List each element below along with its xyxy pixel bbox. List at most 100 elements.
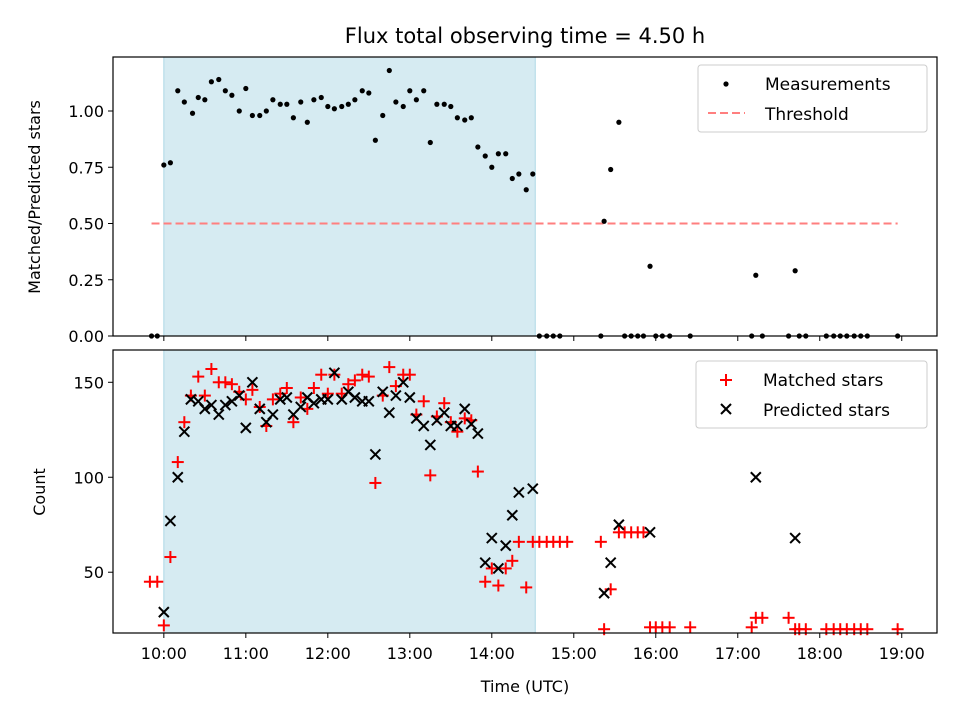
predicted-point bbox=[479, 557, 491, 569]
predicted-point bbox=[613, 519, 625, 531]
measurement-point bbox=[202, 97, 208, 103]
measurement-point bbox=[400, 103, 406, 110]
matched-point bbox=[637, 526, 650, 539]
bottom-y-tick-label: 150 bbox=[73, 373, 104, 392]
top-y-tick-label: 0.75 bbox=[68, 158, 104, 177]
matched-point bbox=[782, 611, 795, 624]
predicted-point bbox=[404, 391, 416, 404]
legend-measurements-label: Measurements bbox=[765, 75, 891, 95]
measurement-point bbox=[222, 88, 228, 94]
matched-point bbox=[280, 381, 293, 394]
matched-point bbox=[321, 387, 334, 400]
matched-point bbox=[438, 397, 451, 410]
top-panel: 0.00 0.25 0.50 0.75 1.00 Matched/Predicted s… bbox=[25, 56, 938, 346]
predicted-point bbox=[205, 399, 218, 411]
measurement-point bbox=[475, 144, 481, 150]
measurement-point bbox=[236, 108, 242, 114]
measurement-point bbox=[325, 103, 331, 110]
matched-point bbox=[403, 368, 416, 381]
predicted-point bbox=[172, 471, 184, 483]
predicted-point bbox=[527, 482, 539, 495]
measurement-point bbox=[304, 119, 310, 125]
measurement-point bbox=[386, 67, 392, 74]
measurement-point bbox=[161, 162, 167, 168]
matched-point bbox=[307, 381, 320, 394]
matched-point bbox=[266, 393, 279, 406]
observing-window-span bbox=[163, 56, 536, 337]
measurement-point bbox=[413, 97, 419, 103]
measurement-point bbox=[530, 171, 536, 177]
x-tick-label: 19:00 bbox=[879, 644, 925, 663]
predicted-point bbox=[397, 376, 409, 388]
matched-point bbox=[246, 383, 259, 396]
bottom-legend-box bbox=[695, 360, 928, 429]
measurement-point bbox=[608, 166, 614, 173]
predicted-point bbox=[383, 406, 396, 419]
matched-point bbox=[225, 378, 238, 391]
predicted-point bbox=[213, 408, 225, 421]
measurement-point bbox=[523, 187, 529, 193]
x-tick-label: 13:00 bbox=[387, 644, 433, 663]
top-y-axis-label: Matched/Predicted stars bbox=[25, 100, 44, 294]
predicted-point bbox=[295, 401, 307, 413]
predicted-point bbox=[438, 406, 450, 419]
measurement-point bbox=[331, 106, 337, 112]
measurement-point bbox=[601, 218, 607, 224]
predicted-point bbox=[363, 395, 375, 407]
measurement-point bbox=[229, 92, 235, 98]
matched-point bbox=[492, 579, 505, 592]
measurement-point bbox=[482, 153, 488, 159]
matched-point bbox=[178, 416, 191, 429]
measurement-point bbox=[421, 88, 427, 94]
predicted-point bbox=[226, 395, 238, 407]
bottom-y-axis-label: Count bbox=[30, 468, 49, 516]
measurement-point bbox=[380, 112, 386, 119]
x-tick-label: 11:00 bbox=[223, 644, 269, 663]
measurement-point bbox=[516, 171, 522, 177]
predicted-point bbox=[308, 397, 320, 409]
x-axis-label: Time (UTC) bbox=[480, 677, 569, 696]
matched-point bbox=[684, 621, 697, 634]
matched-point bbox=[192, 370, 205, 383]
predicted-point bbox=[418, 420, 430, 432]
matched-point bbox=[417, 395, 430, 408]
predicted-point bbox=[451, 420, 464, 432]
top-legend-box bbox=[697, 64, 928, 133]
matched-point bbox=[756, 611, 769, 624]
matched-point bbox=[383, 361, 396, 374]
x-tick-label: 10:00 bbox=[141, 644, 187, 663]
matched-point bbox=[604, 583, 617, 596]
matched-point bbox=[479, 575, 492, 588]
matched-point bbox=[157, 619, 170, 632]
matched-point bbox=[164, 551, 177, 564]
legend-predicted-label: Predicted stars bbox=[763, 401, 890, 421]
predicted-point bbox=[459, 403, 471, 415]
measurement-point bbox=[616, 119, 622, 125]
predicted-point bbox=[158, 606, 170, 618]
predicted-point bbox=[377, 386, 389, 398]
measurement-point bbox=[311, 97, 317, 103]
measurement-point bbox=[427, 139, 433, 146]
legend-predicted-marker bbox=[720, 403, 732, 415]
x-tick-label: 12:00 bbox=[305, 644, 351, 663]
measurement-point bbox=[167, 160, 173, 166]
matched-point bbox=[506, 554, 519, 567]
predicted-point bbox=[506, 509, 518, 521]
predicted-point bbox=[424, 439, 437, 451]
measurement-point bbox=[257, 112, 263, 119]
matched-point bbox=[369, 476, 382, 489]
predicted-point bbox=[164, 515, 177, 527]
measurement-point bbox=[318, 94, 324, 101]
top-y-tick-label: 0.00 bbox=[68, 327, 104, 346]
matched-point bbox=[205, 362, 218, 375]
matched-point bbox=[253, 400, 266, 413]
x-tick-label: 17:00 bbox=[715, 644, 761, 663]
measurement-point bbox=[175, 88, 181, 94]
bottom-y-tick-label: 100 bbox=[73, 468, 104, 487]
x-tick-label: 16:00 bbox=[633, 644, 679, 663]
predicted-point bbox=[267, 408, 279, 421]
measurement-point bbox=[468, 115, 474, 121]
measurement-point bbox=[208, 79, 214, 85]
measurement-point bbox=[393, 99, 399, 105]
